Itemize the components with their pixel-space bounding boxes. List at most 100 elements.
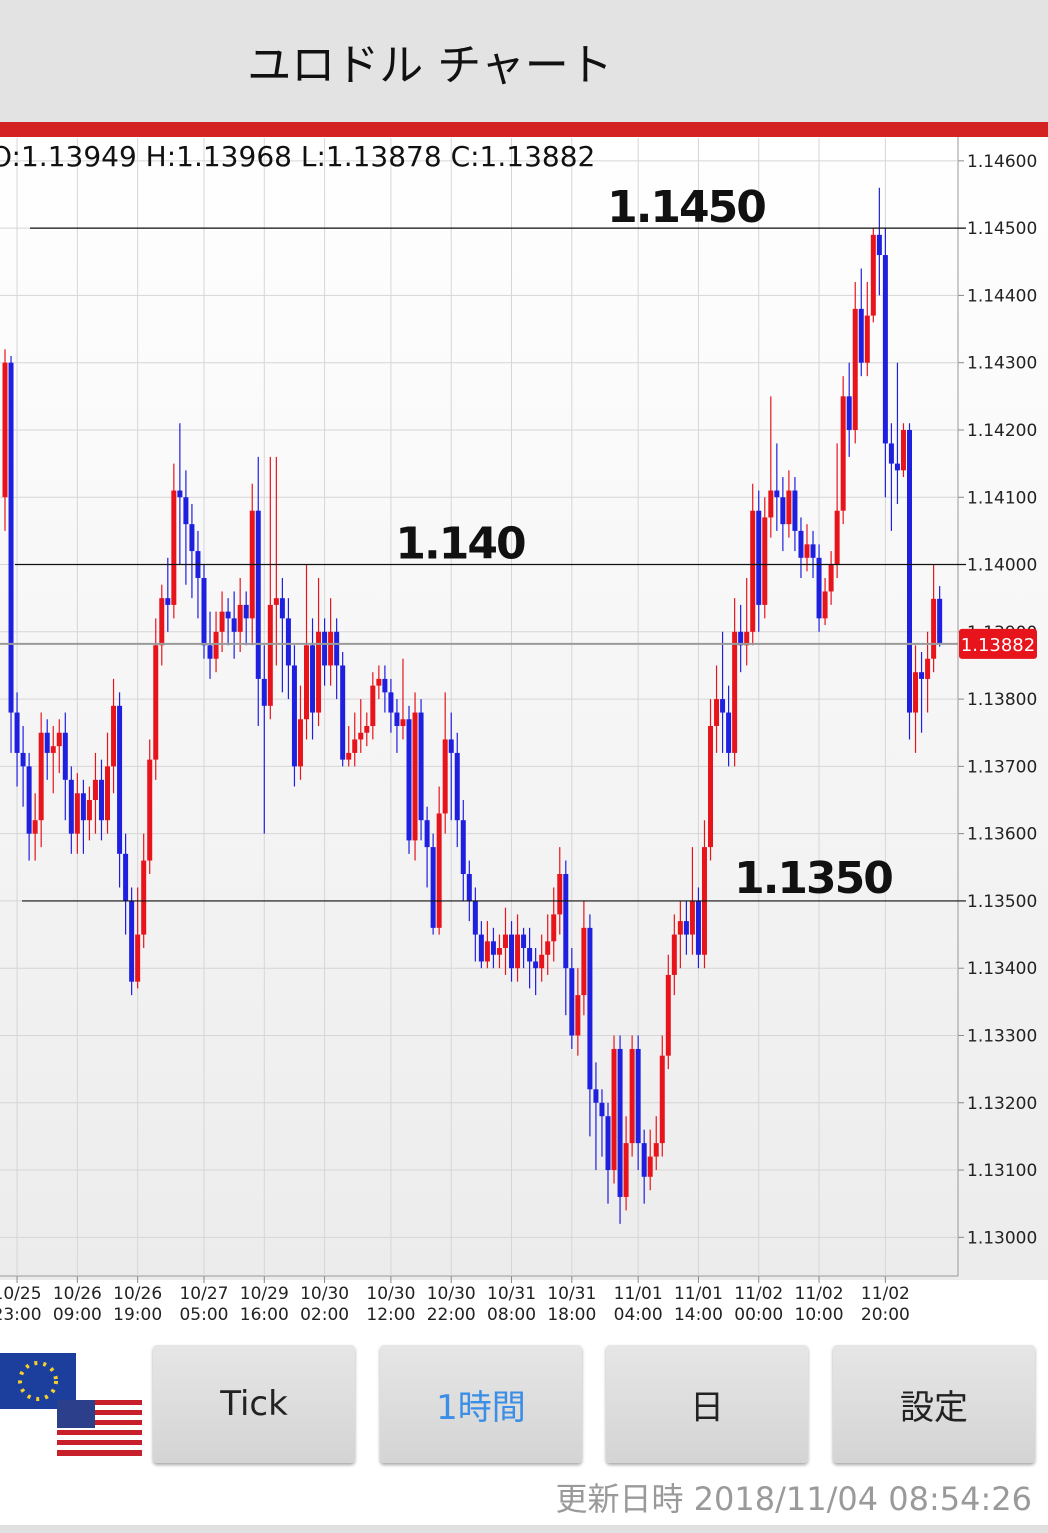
candle-body xyxy=(509,934,515,969)
candle-body xyxy=(798,530,804,558)
candle-body xyxy=(870,234,876,316)
candle-body xyxy=(26,766,32,834)
candle-body xyxy=(382,678,388,693)
candle-body xyxy=(804,544,810,558)
y-tick-label: 1.14000 xyxy=(967,556,1037,576)
candle-body xyxy=(695,900,701,955)
candle-body xyxy=(581,927,587,996)
x-tick-label: 11/02 00:00 xyxy=(734,1284,784,1325)
candle-body xyxy=(376,678,382,686)
candle-body xyxy=(129,900,135,982)
plot-background xyxy=(0,137,1048,1280)
candle-body xyxy=(611,1048,617,1171)
candle-body xyxy=(792,490,798,531)
candle-body xyxy=(545,941,551,955)
y-tick-label: 1.14400 xyxy=(967,286,1037,306)
y-tick-label: 1.13700 xyxy=(967,757,1037,777)
x-tick-label: 10/25 23:00 xyxy=(0,1284,42,1325)
y-tick-label: 1.14300 xyxy=(967,354,1037,374)
x-tick-label: 11/02 20:00 xyxy=(860,1284,910,1325)
candle-body xyxy=(424,820,430,848)
timeframe-button[interactable]: 1時間 xyxy=(380,1345,582,1463)
candle-body xyxy=(334,631,340,666)
candle-body xyxy=(165,598,171,605)
candle-body xyxy=(527,948,533,962)
candle-body xyxy=(629,1048,635,1144)
y-tick-label: 1.13000 xyxy=(967,1228,1037,1248)
timeframe-button[interactable]: 日 xyxy=(606,1345,808,1463)
candle-body xyxy=(406,719,412,841)
candle-body xyxy=(20,752,26,767)
x-tick-label: 10/29 16:00 xyxy=(239,1284,289,1325)
candle-body xyxy=(430,847,436,928)
candle-body xyxy=(864,315,870,363)
candle-body xyxy=(436,813,442,928)
candle-body xyxy=(671,934,677,975)
candle-body xyxy=(297,719,303,767)
x-tick-label: 11/01 14:00 xyxy=(673,1284,723,1325)
candle-body xyxy=(98,779,104,821)
candle-body xyxy=(876,234,882,256)
candle-body xyxy=(62,732,68,780)
candle-body xyxy=(80,793,86,821)
candle-body xyxy=(370,685,376,727)
candle-body xyxy=(599,1102,605,1117)
y-tick-label: 1.13100 xyxy=(967,1161,1037,1181)
timeframe-button[interactable]: Tick xyxy=(153,1345,355,1463)
candle-body xyxy=(454,752,460,821)
button-label: 設定 xyxy=(900,1387,968,1428)
us-flag xyxy=(57,1400,142,1456)
candle-body xyxy=(738,631,744,646)
candle-body xyxy=(502,934,508,949)
footer-timestamp: 2018/11/04 08:54:26 xyxy=(693,1480,1032,1518)
candle-body xyxy=(310,645,316,713)
candle-body xyxy=(894,463,900,471)
candle-body xyxy=(141,860,147,935)
candle-body xyxy=(478,934,484,962)
candle-body xyxy=(931,598,937,659)
candle-body xyxy=(907,429,912,713)
button-label: Tick xyxy=(220,1384,288,1424)
x-tick-label: 11/01 04:00 xyxy=(613,1284,663,1325)
y-tick-label: 1.13600 xyxy=(967,825,1037,845)
candle-body xyxy=(888,443,894,464)
candle-body xyxy=(605,1116,611,1171)
button-label: 1時間 xyxy=(436,1387,526,1428)
candle-body xyxy=(744,631,750,646)
candle-body xyxy=(768,490,774,518)
x-tick-label: 10/27 05:00 xyxy=(179,1284,229,1325)
x-tick-label: 10/31 08:00 xyxy=(487,1284,537,1325)
candle-body xyxy=(689,900,695,935)
timeframe-button[interactable]: 設定 xyxy=(833,1345,1035,1463)
candle-body xyxy=(442,739,448,814)
candle-body xyxy=(86,800,92,821)
candle-body xyxy=(225,611,231,619)
x-tick-label: 10/31 18:00 xyxy=(547,1284,597,1325)
candle-body xyxy=(623,1143,629,1197)
candle-body xyxy=(937,598,943,644)
candle-body xyxy=(683,921,689,935)
candle-body xyxy=(213,631,219,659)
candle-body xyxy=(32,820,38,834)
candle-body xyxy=(388,692,394,713)
candle-body xyxy=(189,524,195,552)
candle-body xyxy=(786,490,792,525)
candle-body xyxy=(153,645,159,760)
candle-body xyxy=(219,611,225,632)
candle-body xyxy=(123,853,129,901)
candle-body xyxy=(726,712,732,753)
candle-body xyxy=(291,665,297,767)
candle-body xyxy=(563,874,569,969)
y-tick-label: 1.14200 xyxy=(967,421,1037,441)
candle-body xyxy=(569,968,575,1036)
candle-body xyxy=(14,712,20,753)
candle-body xyxy=(635,1048,641,1144)
candle-body xyxy=(840,396,846,511)
bottom-edge xyxy=(0,1525,1048,1533)
candle-body xyxy=(460,820,466,875)
candle-body xyxy=(750,510,756,632)
screen-title: ユロドル チャート xyxy=(247,40,613,91)
candle-body xyxy=(490,941,496,955)
y-tick-label: 1.14500 xyxy=(967,219,1037,239)
